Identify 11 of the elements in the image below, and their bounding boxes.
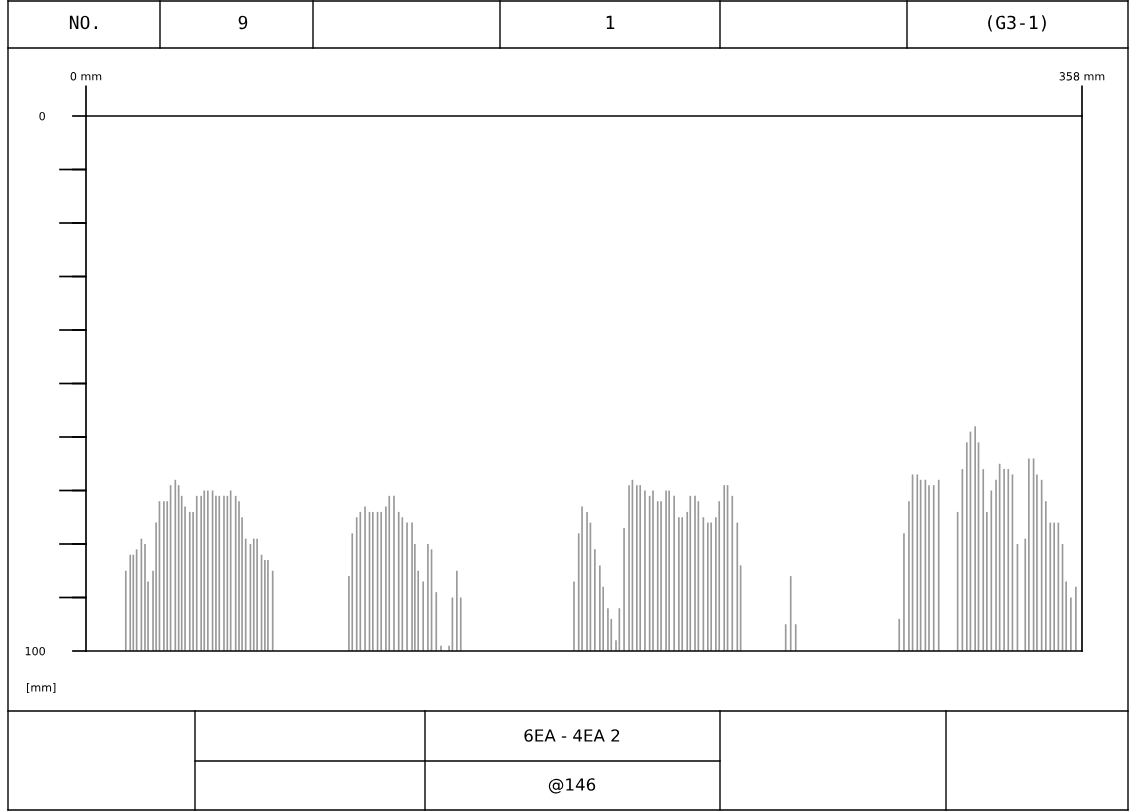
y-tick-label: 100 bbox=[25, 646, 45, 656]
text: (G3-1) bbox=[988, 15, 1046, 32]
text: 9 bbox=[238, 15, 248, 30]
x-tick-label: 0 mm bbox=[70, 72, 102, 81]
x-tick-label: 358 mm bbox=[1059, 72, 1105, 81]
text: NO. bbox=[69, 15, 97, 30]
text: @146 bbox=[548, 778, 596, 794]
text: 1 bbox=[606, 15, 615, 30]
text: 6EA - 4EA 2 bbox=[524, 729, 620, 742]
y-axis-title: [mm] bbox=[26, 683, 56, 693]
y-tick-label: 0 bbox=[39, 111, 45, 121]
